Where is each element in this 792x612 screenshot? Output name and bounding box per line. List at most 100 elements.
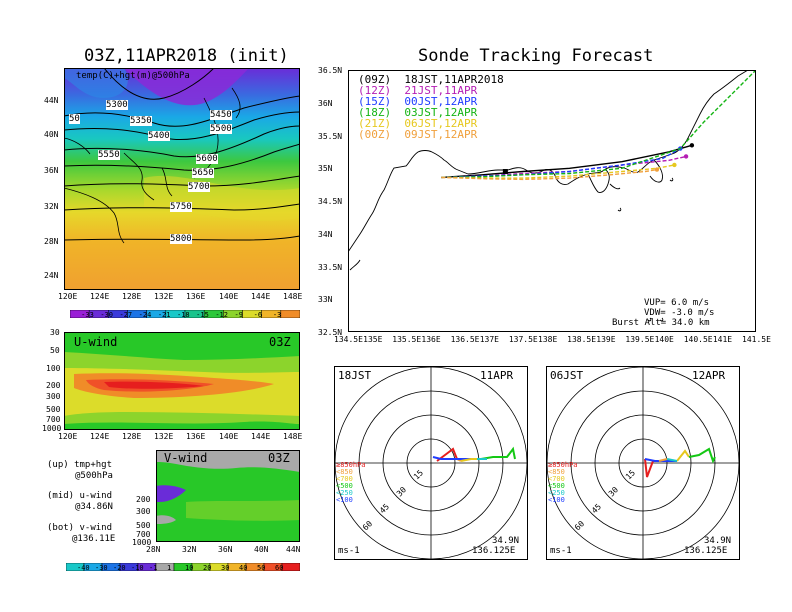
vwind-ytick: 200 bbox=[136, 495, 151, 504]
wind-colorbar-label: -20 bbox=[113, 564, 126, 572]
vwind-ytick: 700 bbox=[136, 530, 151, 539]
wind-colorbar-label: -40 bbox=[77, 564, 90, 572]
uwind-time: 03Z bbox=[269, 335, 291, 349]
vwind-ytick: 300 bbox=[136, 507, 151, 516]
launch-marker bbox=[502, 169, 508, 175]
hodo-curve bbox=[480, 446, 516, 460]
track-xtick: 141E bbox=[712, 335, 733, 344]
hodo-level-label: <500 bbox=[548, 482, 565, 490]
colorbar-label: -15 bbox=[196, 311, 209, 319]
hodo-level-label: <100 bbox=[336, 496, 353, 504]
colorbar-label: -33 bbox=[81, 311, 94, 319]
map-500hpa-svg bbox=[63, 67, 301, 290]
vwind-xtick: 44N bbox=[286, 545, 301, 554]
track-legend-entry: (00Z) 09JST,12APR bbox=[358, 128, 478, 141]
track-end-point bbox=[672, 162, 677, 168]
colorbar-label: -9 bbox=[234, 311, 243, 319]
map500-xtick: 148E bbox=[283, 292, 303, 301]
hodo-level-label: <250 bbox=[548, 489, 565, 497]
colorbar-label: -12 bbox=[215, 311, 228, 319]
track-xtick: 137.5E bbox=[508, 335, 538, 344]
legend-mid: (mid) u-wind bbox=[47, 491, 113, 501]
vwind-frame bbox=[156, 450, 300, 542]
hodo2-date: 12APR bbox=[692, 369, 726, 382]
track-line bbox=[441, 168, 658, 181]
uwind-xtick: 136E bbox=[186, 432, 206, 441]
uwind-label: U-wind bbox=[74, 335, 118, 349]
track-ytick: 32.5N bbox=[318, 328, 343, 337]
track-end-point bbox=[683, 154, 689, 159]
track-ytick: 34.5N bbox=[318, 197, 343, 206]
vup-label: VUP= 6.0 m/s bbox=[644, 298, 710, 308]
contour-label-5800: 5800 bbox=[170, 234, 192, 244]
map500-colorbar-labels: -33 -30 -27 -24 -21 -18 -15 -12 -9 -6 -3 bbox=[70, 311, 300, 321]
map500-ytick: 40N bbox=[44, 130, 59, 139]
track-ytick: 34N bbox=[318, 229, 333, 239]
colorbar-label: -6 bbox=[253, 311, 263, 319]
uwind-ytick: 50 bbox=[50, 346, 60, 355]
vdw-label: VDW= -3.0 m/s bbox=[644, 308, 715, 318]
map500-ytick: 28N bbox=[44, 237, 59, 246]
map-500hpa-frame bbox=[64, 68, 300, 290]
hodograph-1: 15 30 45 60 18JST 11APR 34.9N 136.125E ms-1… bbox=[334, 366, 528, 560]
wind-colorbar-label: -30 bbox=[95, 564, 108, 572]
hodo1-unit: ms-1 bbox=[338, 546, 360, 556]
track-legend: (09Z) 18JST,11APR2018 (12Z) 21JST,11APR (1… bbox=[358, 74, 504, 140]
vwind-svg bbox=[156, 450, 300, 542]
hodo2-time: 06JST bbox=[550, 369, 584, 382]
map500-xtick: 136E bbox=[186, 292, 206, 301]
wind-colorbar-label: 50 bbox=[257, 564, 266, 572]
right-title: Sonde Tracking Forecast bbox=[418, 46, 654, 66]
hodo1-frame bbox=[334, 366, 528, 560]
track-legend-entry: (09Z) 18JST,11APR2018 bbox=[358, 73, 504, 86]
vwind-xtick: 40N bbox=[254, 545, 269, 554]
map500-xtick: 140E bbox=[219, 292, 239, 301]
track-xtick: 140E bbox=[654, 335, 674, 344]
track-xtick: 138.5E bbox=[567, 335, 597, 344]
track-line bbox=[441, 69, 757, 179]
hodo2-unit: ms-1 bbox=[550, 546, 572, 556]
uwind-ytick: 30 bbox=[50, 328, 60, 337]
hodo-level-label: <100 bbox=[548, 496, 565, 504]
track-ytick: 36N bbox=[318, 98, 333, 108]
map500-xtick: 144E bbox=[251, 292, 271, 301]
track-xtick: 137E bbox=[479, 335, 499, 344]
legend-up-sub: @500hPa bbox=[75, 471, 113, 481]
uwind-svg bbox=[64, 332, 300, 430]
map500-ytick: 24N bbox=[44, 271, 59, 280]
uwind-ytick: 200 bbox=[46, 381, 61, 390]
contour-label-5300: 5300 bbox=[106, 100, 128, 110]
hodo2-frame bbox=[546, 366, 740, 560]
track-frame bbox=[348, 70, 756, 332]
uwind-panel: U-wind 03Z bbox=[64, 332, 300, 430]
map500-xtick: 124E bbox=[90, 292, 110, 301]
wind-colorbar-labels: -40 -30 -20 -10 -1 1 10 20 30 40 50 60 bbox=[66, 564, 300, 574]
vwind-xtick: 32N bbox=[182, 545, 197, 554]
hodo1-lat: 34.9N bbox=[492, 536, 520, 546]
wind-colorbar-label: -10 bbox=[131, 564, 144, 572]
hodo-level-label: <850 bbox=[548, 468, 565, 476]
vwind-panel: V-wind 03Z bbox=[156, 450, 300, 542]
vwind-time: 03Z bbox=[268, 451, 290, 465]
map500-xtick: 132E bbox=[154, 292, 174, 301]
vwind-label: V-wind bbox=[164, 451, 208, 465]
contour-label-5750: 5750 bbox=[170, 202, 192, 212]
burst-label: Burst Alt= 34.0 km bbox=[612, 318, 710, 328]
wind-colorbar-label: 10 bbox=[185, 564, 194, 572]
uwind-xtick: 124E bbox=[90, 432, 110, 441]
hodo-level-label: ≥850hPa bbox=[548, 461, 578, 469]
contour-label-5400: 5400 bbox=[148, 131, 170, 141]
uwind-frame bbox=[64, 332, 300, 430]
track-legend-entry: (15Z) 00JST,12APR bbox=[358, 95, 478, 108]
track-xtick: 136.5E bbox=[450, 335, 480, 344]
track-ytick: 35N bbox=[318, 164, 333, 174]
track-legend-entry: (21Z) 06JST,12APR bbox=[358, 117, 478, 130]
contour-label-5700: 5700 bbox=[188, 182, 210, 192]
uwind-xtick: 128E bbox=[122, 432, 142, 441]
map500-ytick: 44N bbox=[44, 96, 59, 105]
uwind-xtick: 140E bbox=[219, 432, 239, 441]
track-xtick: 136E bbox=[421, 335, 441, 344]
hodo-level-label: <850 bbox=[336, 468, 353, 476]
contour-label-5350: 5350 bbox=[130, 116, 152, 126]
legend-bot: (bot) v-wind bbox=[47, 523, 113, 533]
